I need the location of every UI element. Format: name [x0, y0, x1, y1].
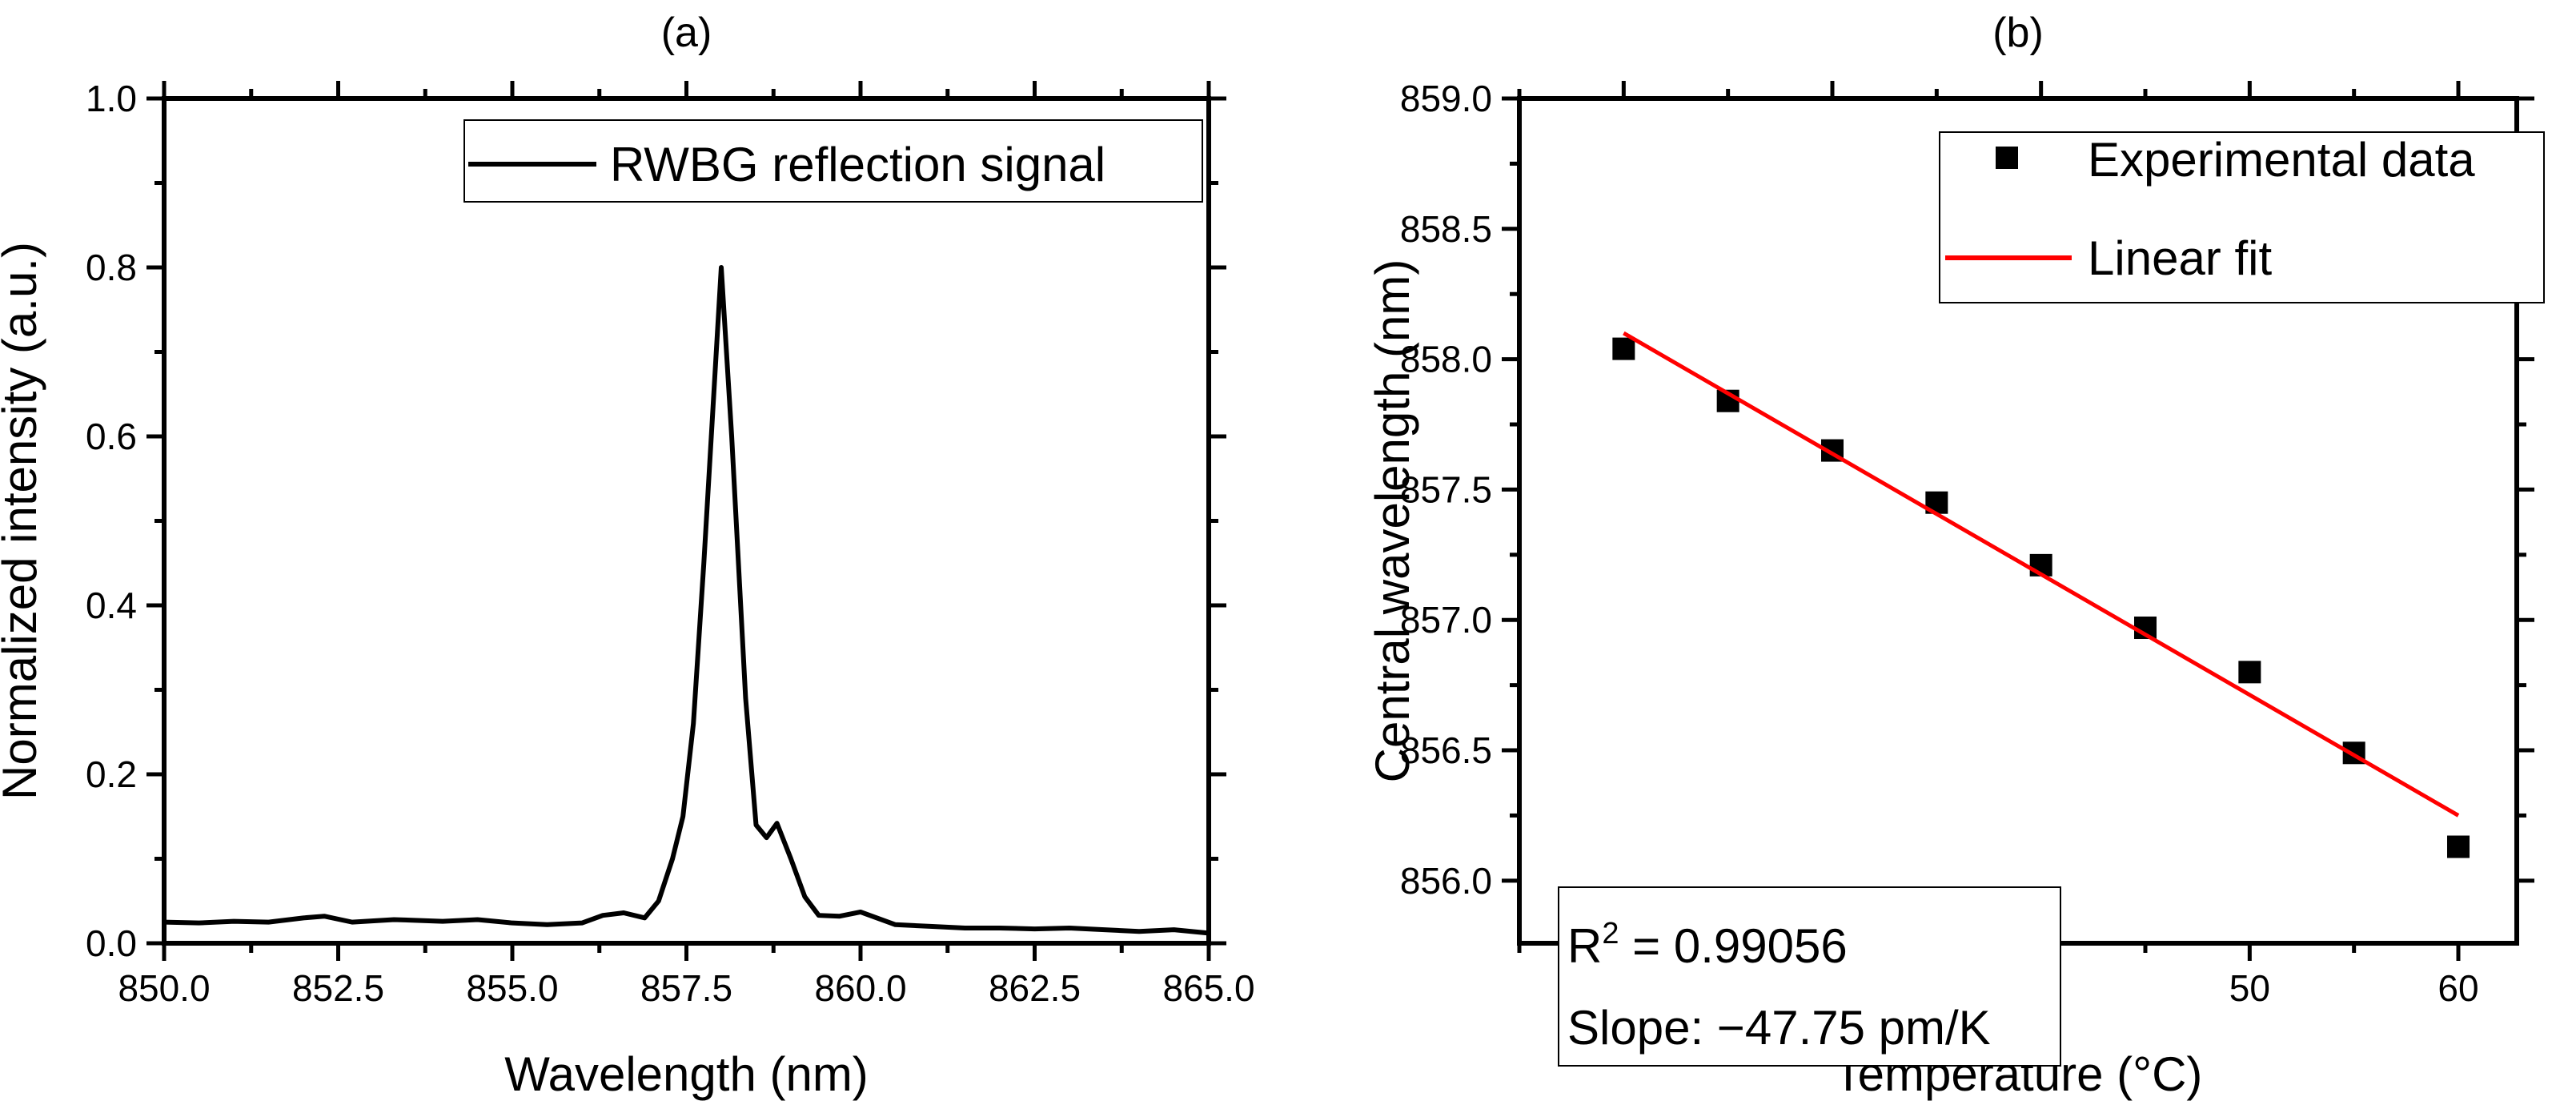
ticks — [146, 81, 1226, 961]
legend-box — [463, 119, 1203, 203]
y-axis-label: Normalized intensity (a.u.) — [0, 242, 46, 800]
slope-text: Slope: −47.75 pm/K — [1567, 1001, 1991, 1055]
y-axis-label: Central wavelength (nm) — [1366, 259, 1419, 783]
x-tick-label: 862.5 — [989, 967, 1081, 1009]
legend: Experimental data Linear fit — [1939, 131, 2545, 303]
legend-square-swatch — [1996, 147, 2018, 169]
y-tick-label: 0.8 — [86, 247, 137, 288]
fit-annotation: R2 = 0.99056 Slope: −47.75 pm/K — [1558, 886, 2061, 1067]
annotation-box — [1558, 886, 2061, 1067]
r2-superscript: 2 — [1602, 917, 1619, 950]
y-tick-label: 0.2 — [86, 753, 137, 795]
x-axis-label: Wavelength (nm) — [504, 1047, 869, 1101]
x-tick-label: 60 — [2438, 967, 2478, 1009]
x-tick-label: 855.0 — [466, 967, 558, 1009]
linear-fit-line — [1623, 331, 2460, 818]
x-tick-label: 860.0 — [814, 967, 906, 1009]
y-tick-label: 857.0 — [1400, 599, 1492, 641]
spectrum-line — [163, 265, 1210, 936]
legend-label: RWBG reflection signal — [610, 138, 1105, 191]
y-tick-label: 858.0 — [1400, 339, 1492, 380]
x-tick-label: 852.5 — [292, 967, 384, 1009]
x-tick-label: 850.0 — [118, 967, 210, 1009]
chart-title: (b) — [1992, 10, 2044, 56]
y-tick-label: 0.6 — [86, 416, 137, 457]
y-tick-label: 858.5 — [1400, 208, 1492, 250]
x-tick-label: 857.5 — [640, 967, 732, 1009]
r2-value: = 0.99056 — [1619, 919, 1847, 973]
data-point — [2238, 661, 2261, 684]
y-tick-label: 1.0 — [86, 78, 137, 119]
y-tick-label: 856.0 — [1400, 860, 1492, 902]
x-tick-label: 865.0 — [1162, 967, 1254, 1009]
chart-panel-b: (b)2030405060856.0856.5857.0857.5858.085… — [1366, 10, 2545, 1101]
y-tick-label: 859.0 — [1400, 78, 1492, 119]
plot-frame — [162, 96, 1211, 946]
legend: RWBG reflection signal — [463, 119, 1203, 203]
chart-title: (a) — [661, 10, 712, 56]
r-squared-text: R2 = 0.99056 — [1567, 917, 1848, 973]
r2-label: R — [1567, 919, 1602, 973]
legend-label: Linear fit — [2088, 231, 2272, 285]
legend-label: Experimental data — [2088, 133, 2475, 187]
y-tick-label: 856.5 — [1400, 729, 1492, 771]
y-tick-label: 0.4 — [86, 585, 137, 626]
x-tick-label: 50 — [2229, 967, 2270, 1009]
data-point — [2447, 835, 2470, 858]
y-tick-label: 857.5 — [1400, 468, 1492, 510]
data-point — [1612, 337, 1635, 360]
y-tick-label: 0.0 — [86, 922, 137, 964]
legend-box — [1939, 131, 2545, 303]
chart-panel-a: (a) 850.0 852.5 855.0 857.5 860.0 862.5 865.0 0.… — [0, 10, 1255, 1101]
